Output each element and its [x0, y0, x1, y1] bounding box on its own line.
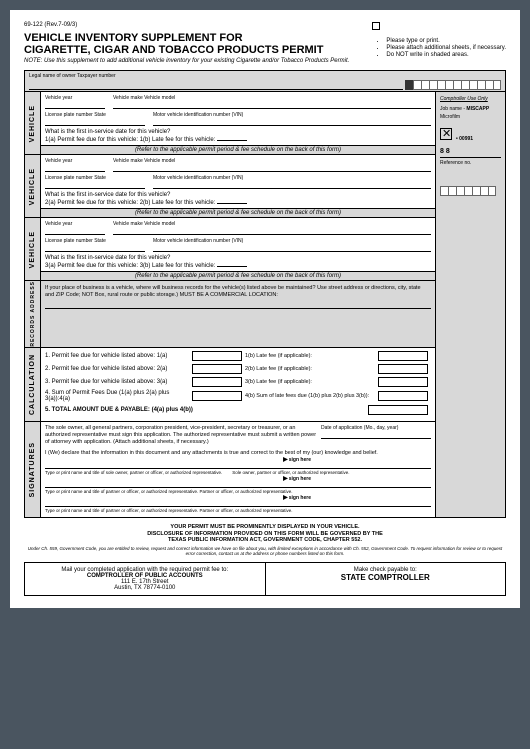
vehicle-section-2: VEHICLE Vehicle year Vehicle make Vehicl… [25, 155, 435, 218]
signature-line-3[interactable]: sign here [45, 497, 431, 507]
vehicle-section-1: VEHICLE Vehicle year Vehicle make Vehicl… [25, 92, 435, 155]
signature-line-2[interactable]: sign here [45, 478, 431, 488]
signatures-section: SIGNATURES Date of application (Mo., day… [25, 422, 435, 517]
form-page: 69-122 (Rev.7-09/3) VEHICLE INVENTORY SU… [10, 10, 520, 608]
vin-input[interactable] [153, 118, 431, 126]
form-number: 69-122 (Rev.7-09/3) [24, 22, 506, 28]
vehicle-tab: VEHICLE [29, 105, 36, 142]
checkbox-icon [440, 128, 452, 140]
records-address-input[interactable] [45, 301, 431, 309]
comptroller-column: Comptroller Use Only Job name - MISCAPP … [435, 92, 505, 517]
vehicle-make-input[interactable] [113, 101, 431, 109]
legal-name-row: Legal name of owner Taxpayer number [24, 70, 506, 92]
vehicle-year-input[interactable] [45, 101, 105, 109]
signature-line-1[interactable]: sign here [45, 459, 431, 469]
date-of-application: Date of application (Mo., day, year) [321, 425, 431, 440]
plate-input[interactable] [45, 118, 145, 126]
instruction-bullets: Please type or print. Please attach addi… [378, 38, 506, 59]
disclosure-text: YOUR PERMIT MUST BE PROMINENTLY DISPLAYE… [24, 524, 506, 544]
records-section: RECORDS ADDRESS If your place of busines… [25, 281, 435, 348]
calculation-section: CALCULATION 1. Permit fee due for vehicl… [25, 348, 435, 422]
alignment-marker [372, 22, 380, 30]
footer: Mail your completed application with the… [24, 562, 506, 596]
taxpayer-boxes[interactable] [413, 80, 501, 90]
permit-fee-1: 1(a) Permit fee due for this vehicle: 1(… [45, 137, 431, 143]
reference-boxes [440, 186, 501, 196]
main-area: VEHICLE Vehicle year Vehicle make Vehicl… [24, 92, 506, 518]
vehicle-section-3: VEHICLE Vehicle year Vehicle make Vehicl… [25, 218, 435, 281]
form-note: NOTE: Use this supplement to add additio… [24, 58, 506, 64]
